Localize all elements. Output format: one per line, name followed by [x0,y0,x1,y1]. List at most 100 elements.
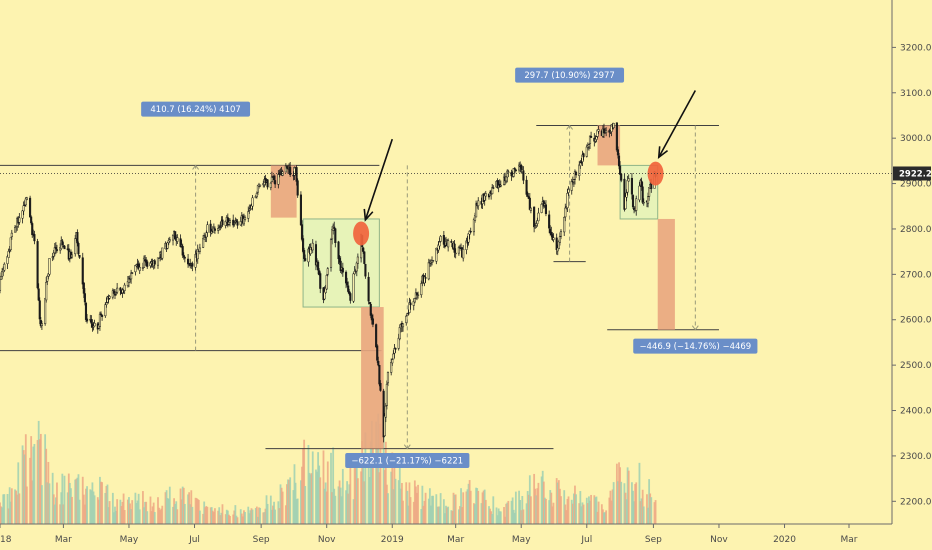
candle-body [626,179,629,193]
candle-body [218,227,221,229]
volume-bar [427,498,430,524]
measure-rise-2018-label-bg [141,101,251,117]
volume-bar [273,501,275,524]
measure-rise-2018-arrowhead [192,164,199,170]
candle-body [405,315,408,323]
volume-bar [84,504,86,524]
volume-bar [452,492,455,524]
candle-body [492,187,495,189]
volume-bar [623,483,626,524]
volume-bar [122,493,125,524]
candle-body [427,262,430,280]
volume-bar [78,499,81,524]
volume-bar [597,501,600,524]
candle-body [619,165,622,175]
volume-bar [194,497,197,524]
volume-bar [134,492,137,524]
volume-bar [648,479,651,524]
volume-bar [157,497,159,524]
volume-bar [66,492,69,524]
candle-body [127,278,131,283]
volume-bar [353,461,356,524]
volume-bar [22,450,25,524]
volume-bar [428,488,431,524]
volume-bar [431,495,433,524]
volume-bar [120,506,123,524]
volume-bar [23,454,26,524]
volume-bar [180,499,183,524]
volume-bar [537,482,540,524]
volume-bar [580,506,583,524]
candle-body [507,171,510,173]
candle-body [54,247,57,250]
volume-bar [391,452,394,524]
measure-drop-2018-arrowhead [403,444,411,450]
volume-bar [519,500,522,524]
volume-bar [30,436,33,524]
candle-body [345,271,348,284]
volume-bar [21,445,24,524]
volume-bar [596,511,599,524]
volume-bar [44,434,47,524]
candle-body [131,272,134,274]
candle-body [590,136,593,138]
candle-body [119,287,122,291]
volume-bar [33,443,36,524]
volume-bar [375,421,378,524]
candle-body [379,383,382,391]
candle-body [46,276,49,282]
candle-body [48,258,51,275]
volume-bar [406,490,409,524]
candle-body [130,272,133,280]
volume-bar [492,496,495,524]
candle-body [166,242,169,249]
volume-bar [149,496,152,524]
candle-body [417,294,420,296]
volume-bar [272,505,274,524]
volume-bar [392,489,395,524]
volume-bar [550,492,553,524]
candle-body [274,180,277,185]
candle-body [92,326,95,328]
candle-body [264,177,267,184]
volume-bar [243,510,245,524]
volume-bar [183,503,186,524]
volume-bar [603,512,605,524]
volume-bar [570,499,573,524]
volume-bar [71,496,73,524]
volume-bar [461,507,464,524]
x-tick-label: Sep [645,535,662,545]
volume-bar [458,509,460,524]
candle-body [153,260,156,265]
volume-bar [557,480,560,524]
volume-bar [189,504,192,524]
candle-body [467,233,470,243]
volume-bar [624,492,627,524]
volume-bar [309,474,312,524]
volume-bar [244,512,246,524]
volume-bar [326,461,329,524]
drop-2018-box [361,307,384,449]
volume-bar [181,486,184,524]
volume-bar [526,491,529,524]
volume-bar [424,492,427,524]
candle-body [638,185,641,201]
volume-bar [639,501,642,524]
volume-bar [619,467,621,524]
volume-bar [217,510,220,524]
candle-body [548,214,551,229]
volume-bar [325,491,328,524]
candle-body [544,204,548,214]
volume-bar [18,493,21,524]
boxes-layer [270,125,675,449]
candle-body [303,250,306,259]
candle-body [256,185,259,193]
volume-bar [521,495,524,524]
candle-body [29,197,32,218]
candle-body [375,324,378,348]
candle-body [534,225,537,227]
volume-bar [70,488,72,524]
volume-bar [91,482,94,524]
measure-rise-2019-label: 297.7 (10.90%) 2977 [524,71,614,81]
